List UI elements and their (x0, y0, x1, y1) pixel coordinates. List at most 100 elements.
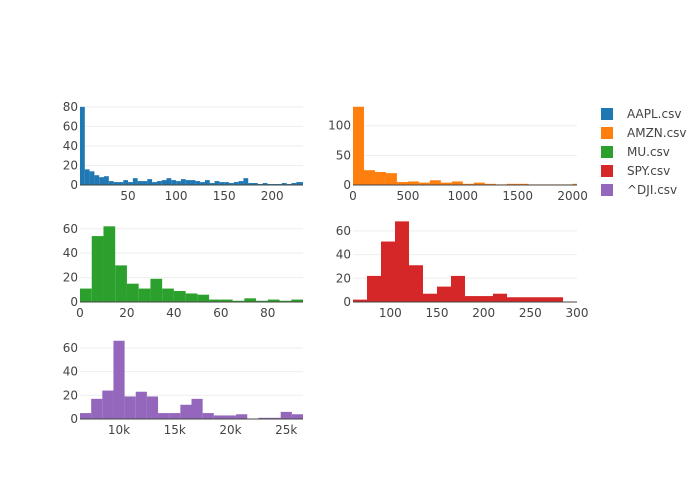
histogram-bar[interactable] (99, 177, 105, 185)
histogram-bar[interactable] (180, 404, 192, 419)
histogram-bar[interactable] (80, 106, 85, 185)
histogram-bar[interactable] (238, 181, 244, 185)
histogram-bar[interactable] (521, 297, 535, 302)
histogram-bar[interactable] (91, 398, 103, 419)
histogram-bar[interactable] (296, 182, 302, 185)
histogram-bar[interactable] (171, 180, 177, 185)
histogram-bar[interactable] (367, 275, 381, 302)
histogram-bar[interactable] (197, 294, 210, 302)
histogram-bar[interactable] (473, 182, 485, 185)
histogram-bar[interactable] (396, 182, 408, 185)
histogram-bar[interactable] (232, 300, 245, 302)
histogram-bar[interactable] (236, 414, 248, 419)
histogram-bar[interactable] (152, 182, 157, 185)
histogram-bar[interactable] (244, 298, 257, 302)
histogram-bar[interactable] (479, 296, 493, 302)
histogram-bar[interactable] (291, 414, 303, 419)
histogram-bar[interactable] (185, 180, 191, 185)
histogram-bar[interactable] (243, 178, 249, 185)
histogram-bar[interactable] (137, 181, 143, 185)
histogram-bar[interactable] (258, 417, 270, 419)
histogram-bar[interactable] (123, 180, 129, 185)
histogram-bar[interactable] (138, 288, 151, 302)
histogram-bar[interactable] (233, 182, 239, 185)
histogram-bar[interactable] (80, 413, 92, 419)
histogram-bar[interactable] (363, 170, 375, 185)
histogram-bar[interactable] (267, 299, 280, 302)
histogram-bar[interactable] (409, 265, 423, 302)
histogram-bar[interactable] (262, 183, 268, 185)
histogram-bar[interactable] (173, 291, 186, 302)
histogram-bar[interactable] (202, 413, 214, 419)
histogram-bar[interactable] (291, 299, 303, 302)
histogram-bar[interactable] (279, 300, 292, 302)
histogram-bar[interactable] (185, 293, 198, 302)
legend-item[interactable]: MU.csv (601, 145, 670, 159)
histogram-bar[interactable] (353, 299, 367, 302)
histogram-bar[interactable] (113, 182, 119, 185)
histogram-bar[interactable] (549, 297, 563, 302)
histogram-bar[interactable] (169, 413, 181, 419)
histogram-bar[interactable] (204, 180, 210, 185)
histogram-bar[interactable] (128, 182, 133, 185)
histogram-bar[interactable] (195, 181, 201, 185)
histogram-bar[interactable] (535, 297, 549, 302)
histogram-bar[interactable] (407, 181, 419, 185)
histogram-bar[interactable] (135, 391, 147, 419)
histogram-bar[interactable] (374, 171, 386, 185)
histogram-bar[interactable] (102, 390, 114, 419)
histogram-bar[interactable] (84, 169, 90, 185)
histogram-bar[interactable] (162, 288, 174, 302)
legend-item[interactable]: AMZN.csv (601, 126, 687, 140)
histogram-bar[interactable] (124, 396, 136, 419)
histogram-bar[interactable] (381, 241, 395, 302)
histogram-bar[interactable] (385, 173, 397, 185)
histogram-bar[interactable] (156, 181, 162, 185)
histogram-bar[interactable] (418, 182, 430, 185)
histogram-bar[interactable] (280, 411, 292, 419)
histogram-bar[interactable] (209, 299, 221, 302)
histogram-bar[interactable] (462, 183, 474, 185)
histogram-bar[interactable] (80, 288, 92, 302)
histogram-bar[interactable] (166, 178, 172, 185)
histogram-bar[interactable] (147, 179, 153, 185)
legend-item[interactable]: SPY.csv (601, 164, 670, 178)
histogram-bar[interactable] (214, 181, 220, 185)
histogram-bar[interactable] (209, 183, 215, 185)
histogram-bar[interactable] (118, 182, 124, 185)
histogram-bar[interactable] (150, 278, 163, 302)
legend-item[interactable]: AAPL.csv (601, 107, 681, 121)
histogram-bar[interactable] (493, 293, 507, 302)
histogram-bar[interactable] (224, 182, 229, 185)
histogram-bar[interactable] (104, 176, 109, 185)
histogram-bar[interactable] (213, 415, 225, 419)
histogram-bar[interactable] (161, 180, 167, 185)
histogram-bar[interactable] (440, 182, 452, 185)
histogram-bar[interactable] (301, 182, 303, 185)
histogram-bar[interactable] (269, 417, 281, 419)
histogram-bar[interactable] (146, 396, 159, 419)
histogram-bar[interactable] (228, 183, 234, 185)
histogram-bar[interactable] (256, 300, 268, 302)
histogram-bar[interactable] (507, 297, 521, 302)
histogram-bar[interactable] (572, 183, 577, 185)
histogram-bar[interactable] (281, 183, 287, 185)
histogram-bar[interactable] (253, 183, 258, 185)
histogram-bar[interactable] (115, 265, 127, 302)
histogram-bar[interactable] (291, 183, 297, 185)
histogram-bar[interactable] (517, 183, 529, 185)
histogram-bar[interactable] (91, 236, 104, 302)
histogram-bar[interactable] (142, 181, 148, 185)
histogram-bar[interactable] (484, 183, 496, 185)
histogram-bar[interactable] (220, 299, 233, 302)
histogram-bar[interactable] (89, 171, 95, 185)
histogram-bar[interactable] (126, 283, 139, 302)
histogram-bar[interactable] (132, 178, 138, 185)
histogram-bar[interactable] (423, 293, 437, 302)
legend-item[interactable]: ^DJI.csv (601, 183, 677, 197)
histogram-bar[interactable] (451, 275, 465, 302)
histogram-bar[interactable] (190, 180, 196, 185)
histogram-bar[interactable] (506, 183, 518, 185)
histogram-bar[interactable] (94, 175, 100, 185)
histogram-bar[interactable] (191, 398, 203, 419)
